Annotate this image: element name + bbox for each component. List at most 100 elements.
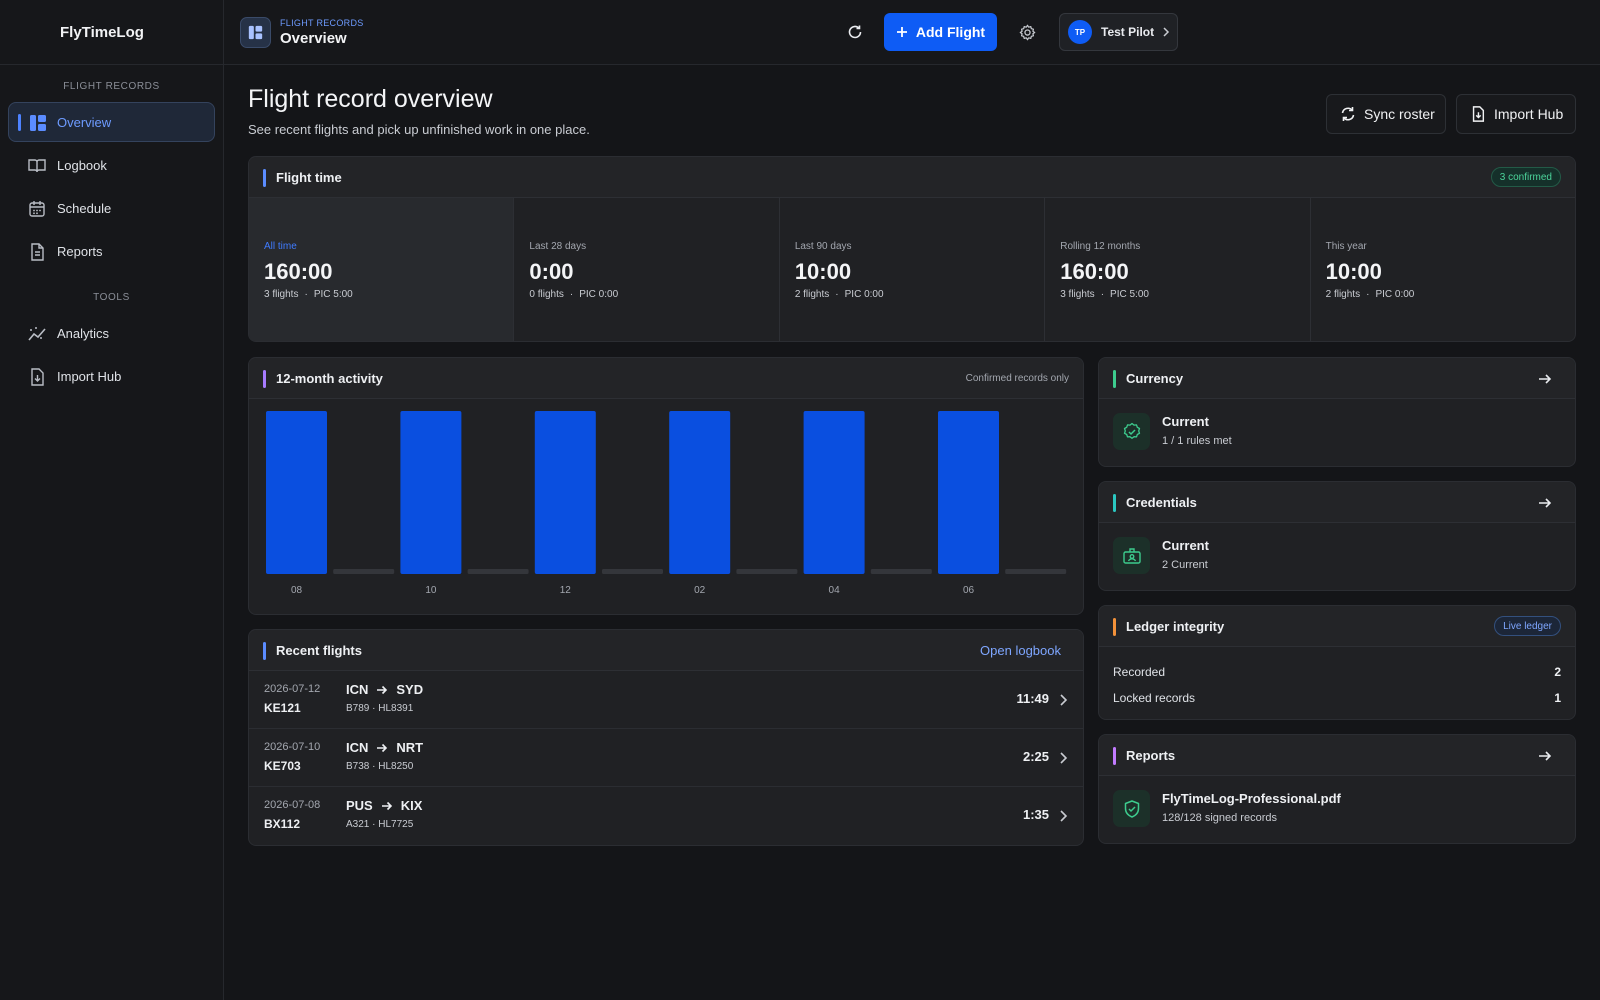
arrow-right-icon[interactable] xyxy=(1537,371,1553,387)
chart-bar xyxy=(534,411,596,574)
reports-card[interactable]: Reports FlyTimeLog-Professional.pdf 128/… xyxy=(1098,734,1576,844)
flight-route: ICN NRT xyxy=(346,740,423,755)
ledger-label: Locked records xyxy=(1113,691,1196,705)
currency-card[interactable]: Currency Current 1 / 1 rules met xyxy=(1098,357,1576,467)
chart-tick-label: 04 xyxy=(829,585,841,596)
analytics-icon xyxy=(28,327,46,341)
card-title: Recent flights xyxy=(276,643,362,658)
avatar: TP xyxy=(1068,20,1092,44)
import-hub-label: Import Hub xyxy=(1494,106,1564,122)
activity-bar-chart: 08 10 12 02 04 06 xyxy=(266,411,1067,596)
status-title: Current xyxy=(1162,538,1209,553)
period-summary: 2 flights · PIC 0:00 xyxy=(1326,289,1415,300)
accent-bar xyxy=(1113,494,1116,512)
origin-airport: PUS xyxy=(346,798,373,813)
chart-bar xyxy=(333,569,395,574)
chart-bar xyxy=(669,411,731,574)
card-title: Ledger integrity xyxy=(1126,619,1225,634)
flight-date: 2026-07-10 xyxy=(264,741,321,753)
period-total-time: 10:00 xyxy=(1325,259,1382,284)
accent-bar xyxy=(1113,370,1116,388)
dashboard-icon xyxy=(30,115,46,131)
credentials-card[interactable]: Credentials Current 2 Current xyxy=(1098,481,1576,591)
sidebar-item-reports[interactable]: Reports xyxy=(8,231,215,271)
sidebar-item-label: Overview xyxy=(57,114,112,130)
separator-dot: · xyxy=(1100,289,1105,300)
period-label: All time xyxy=(264,241,297,252)
sync-roster-button[interactable]: Sync roster xyxy=(1326,94,1446,134)
plus-icon xyxy=(896,27,907,37)
chevron-right-icon xyxy=(1060,694,1068,706)
table-row[interactable]: 2026-07-08 BX112 PUS KIX A321 · HL7725 1:35 xyxy=(249,787,1083,845)
sidebar-item-label: Import Hub xyxy=(57,368,122,384)
card-header: Credentials xyxy=(1099,482,1575,523)
block-time: 1:35 xyxy=(1022,807,1049,822)
period-pic-time: PIC 0:00 xyxy=(579,289,619,300)
ledger-value: 1 xyxy=(1554,691,1561,705)
sidebar: FlyTimeLog FLIGHT RECORDS Overview Logbo… xyxy=(0,0,224,1000)
chart-tick-label: 12 xyxy=(560,585,572,596)
import-hub-button[interactable]: Import Hub xyxy=(1456,94,1576,134)
flight-time-period[interactable]: This year 10:00 2 flights · PIC 0:00 xyxy=(1311,198,1575,341)
flight-time-period[interactable]: Rolling 12 months 160:00 3 flights · PIC 5:0… xyxy=(1045,198,1311,341)
calendar-icon xyxy=(29,201,45,217)
destination-airport: SYD xyxy=(396,682,424,697)
aircraft-registration: B738 · HL8250 xyxy=(346,761,414,772)
accent-bar xyxy=(263,642,266,660)
separator-dot: · xyxy=(1366,289,1370,300)
app-logo[interactable]: FlyTimeLog xyxy=(0,0,223,65)
period-total-time: 10:00 xyxy=(794,259,852,284)
card-header: Recent flights Open logbook xyxy=(249,630,1083,671)
period-label: This year xyxy=(1325,241,1367,252)
flight-time-period[interactable]: All time 160:00 3 flights · PIC 5:00 xyxy=(249,198,515,341)
open-logbook-link[interactable]: Open logbook xyxy=(980,643,1061,658)
chart-note: Confirmed records only xyxy=(965,373,1069,384)
flight-time-period[interactable]: Last 28 days 0:00 0 flights · PIC 0:00 xyxy=(514,198,780,341)
chart-bar xyxy=(938,411,999,574)
chart-bar xyxy=(736,569,798,574)
card-header: 12-month activity Confirmed records only xyxy=(249,358,1083,399)
period-flight-count: 2 flights xyxy=(1325,289,1361,300)
flight-number: KE703 xyxy=(264,759,301,773)
sidebar-section-tools: TOOLS xyxy=(93,292,130,303)
flight-time-period[interactable]: Last 90 days 10:00 2 flights · PIC 0:00 xyxy=(780,198,1046,341)
aircraft-registration: B789 · HL8391 xyxy=(346,703,414,714)
arrow-right-icon[interactable] xyxy=(1537,495,1553,511)
add-flight-button[interactable]: Add Flight xyxy=(884,13,997,51)
sidebar-item-logbook[interactable]: Logbook xyxy=(8,145,215,185)
separator-dot: · xyxy=(304,289,308,300)
arrow-right-icon[interactable] xyxy=(1537,748,1553,764)
destination-airport: NRT xyxy=(396,740,424,755)
add-flight-label: Add Flight xyxy=(915,24,986,40)
file-import-icon xyxy=(31,368,44,386)
sidebar-item-overview[interactable]: Overview xyxy=(8,102,215,142)
currency-status: Current 1 / 1 rules met xyxy=(1099,399,1575,465)
block-time: 2:25 xyxy=(1022,749,1049,764)
table-row[interactable]: 2026-07-12 KE121 ICN SYD B789 · HL8391 11:49 xyxy=(249,671,1083,729)
sidebar-item-analytics[interactable]: Analytics xyxy=(8,313,215,353)
status-title: Current xyxy=(1162,414,1209,429)
page-heading: Flight record overview xyxy=(248,85,493,113)
period-pic-time: PIC 0:00 xyxy=(1375,289,1415,300)
table-row[interactable]: 2026-07-10 KE703 ICN NRT B738 · HL8250 2:25 xyxy=(249,729,1083,787)
separator-dot: · xyxy=(569,289,574,300)
period-flight-count: 2 flights xyxy=(794,289,830,300)
user-menu-button[interactable]: TP Test Pilot xyxy=(1059,13,1178,51)
report-detail: 128/128 signed records xyxy=(1162,812,1277,824)
top-bar: FLIGHT RECORDS Overview Add Flight TP Te… xyxy=(224,0,1600,65)
sidebar-item-import-hub[interactable]: Import Hub xyxy=(8,356,215,396)
period-label: Last 90 days xyxy=(794,241,852,252)
chart-bar xyxy=(400,411,462,574)
status-detail: 2 Current xyxy=(1162,559,1208,571)
ledger-value: 2 xyxy=(1554,665,1561,679)
refresh-button[interactable] xyxy=(843,20,867,44)
report-file[interactable]: FlyTimeLog-Professional.pdf 128/128 sign… xyxy=(1099,776,1575,842)
sidebar-item-schedule[interactable]: Schedule xyxy=(8,188,215,228)
sidebar-item-label: Schedule xyxy=(57,200,112,216)
chart-bar xyxy=(1005,569,1067,574)
settings-button[interactable] xyxy=(1015,20,1039,44)
ledger-label: Recorded xyxy=(1113,665,1166,679)
flight-number: KE121 xyxy=(264,701,301,715)
accent-bar xyxy=(1113,618,1116,636)
shield-check-icon xyxy=(1113,790,1150,827)
